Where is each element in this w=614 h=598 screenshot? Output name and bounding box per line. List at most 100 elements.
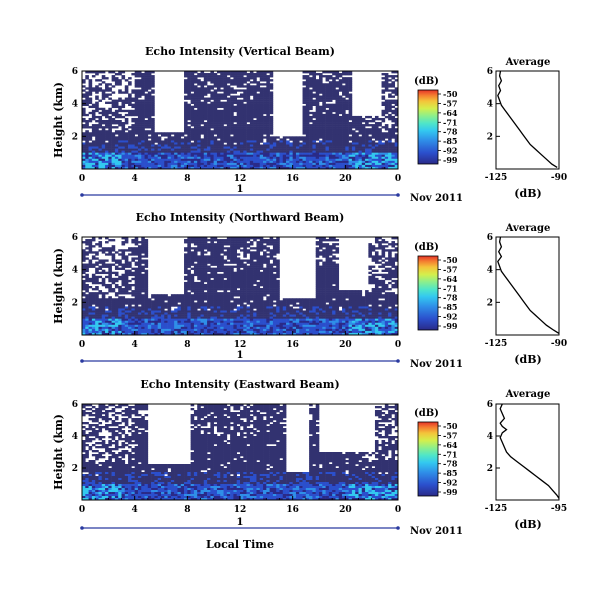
heatmap-cell: [394, 124, 399, 127]
heatmap-cell: [351, 142, 356, 145]
heatmap-cell: [351, 156, 356, 160]
heatmap-cell: [272, 160, 277, 164]
heatmap-cell: [381, 164, 386, 168]
heatmap-cell: [210, 314, 214, 317]
heatmap-cell: [332, 122, 336, 125]
heatmap-cell: [226, 269, 231, 273]
heatmap-cell: [210, 261, 214, 264]
heatmap-cell: [134, 117, 139, 121]
heatmap-cell: [134, 243, 139, 246]
heatmap-cell: [157, 316, 162, 319]
heatmap-cell: [85, 241, 89, 244]
heatmap-cell: [220, 241, 224, 244]
heatmap-cell: [111, 249, 116, 252]
heatmap-cell: [200, 257, 205, 260]
heatmap-cell: [216, 81, 221, 84]
heatmap-cell: [184, 269, 188, 273]
heatmap-cell: [233, 138, 238, 141]
heatmap-cell: [207, 318, 211, 322]
heatmap-cell: [394, 150, 399, 153]
heatmap-cell: [118, 320, 122, 324]
heatmap-cell: [161, 158, 165, 162]
heatmap-cell: [335, 154, 340, 158]
heatmap-cell: [249, 142, 254, 145]
heatmap-cell: [144, 255, 149, 258]
heatmap-cell: [203, 101, 208, 104]
heatmap-cell: [315, 111, 320, 115]
heatmap-cell: [220, 103, 224, 107]
heatmap-cell: [111, 288, 116, 291]
heatmap-cell: [161, 300, 165, 303]
heatmap-cell: [332, 113, 336, 117]
heatmap-cell: [230, 160, 234, 164]
heatmap-cell: [147, 97, 152, 100]
heatmap-cell: [82, 101, 86, 104]
heatmap-cell: [207, 332, 211, 336]
heatmap-cell: [266, 166, 270, 170]
heatmap-cell: [128, 271, 132, 275]
heatmap-cell: [154, 310, 159, 313]
heatmap-cell: [348, 101, 353, 104]
heatmap-cell: [128, 150, 132, 153]
heatmap-cell: [207, 312, 211, 315]
heatmap-cell: [207, 286, 211, 289]
heatmap-cell: [286, 166, 290, 170]
heatmap-cell: [256, 148, 261, 151]
heatmap-cell: [144, 134, 149, 137]
heatmap-cell: [371, 140, 376, 143]
heatmap-cell: [167, 314, 172, 317]
heatmap-cell: [345, 124, 349, 127]
heatmap-cell: [124, 128, 129, 131]
heatmap-cell: [384, 105, 389, 109]
heatmap-cell: [197, 101, 201, 104]
heatmap-cell: [164, 296, 168, 299]
heatmap-cell: [137, 138, 142, 141]
heatmap-cell: [193, 134, 198, 137]
heatmap-cell: [85, 140, 89, 143]
heatmap-cell: [147, 115, 152, 119]
heatmap-cell: [338, 156, 343, 160]
heatmap-cell: [190, 318, 195, 322]
heatmap-cell: [240, 148, 244, 151]
heatmap-cell: [319, 148, 323, 151]
heatmap-cell: [124, 156, 129, 160]
heatmap-cell: [233, 81, 238, 84]
heatmap-cell: [147, 93, 152, 96]
heatmap-cell: [82, 281, 86, 285]
heatmap-cell: [299, 136, 303, 139]
heatmap-cell: [111, 99, 116, 102]
heatmap-cell: [371, 162, 376, 166]
heatmap-cell: [213, 95, 218, 98]
heatmap-cell: [240, 134, 244, 137]
heatmap-cell: [203, 128, 208, 131]
heatmap-cell: [351, 120, 356, 123]
heatmap-cell: [282, 150, 287, 153]
heatmap-cell: [180, 160, 185, 164]
heatmap-cell: [256, 142, 261, 145]
heatmap-cell: [322, 158, 326, 162]
heatmap-cell: [85, 302, 89, 305]
heatmap-cell: [184, 326, 188, 330]
heatmap-cell: [193, 77, 198, 80]
heatmap-cell: [88, 265, 93, 268]
heatmap-cell: [276, 150, 280, 153]
heatmap-cell: [118, 124, 122, 127]
heatmap-cell: [309, 79, 313, 82]
heatmap-cell: [236, 117, 241, 121]
heatmap-cell: [210, 257, 214, 260]
heatmap-cell: [384, 79, 389, 82]
heatmap-cell: [223, 275, 228, 279]
heatmap-cell: [174, 158, 178, 162]
heatmap-cell: [305, 89, 310, 92]
heatmap-cell: [335, 91, 340, 94]
heatmap-cell: [187, 269, 191, 273]
heatmap-cell: [319, 166, 323, 170]
heatmap-cell: [144, 294, 149, 297]
heatmap-cell: [101, 316, 106, 319]
heatmap-cell: [325, 79, 330, 82]
heatmap-cell: [391, 160, 396, 164]
heatmap-cell: [170, 298, 175, 301]
heatmap-cell: [141, 314, 145, 317]
heatmap-cell: [203, 277, 208, 281]
heatmap-cell: [259, 99, 264, 102]
